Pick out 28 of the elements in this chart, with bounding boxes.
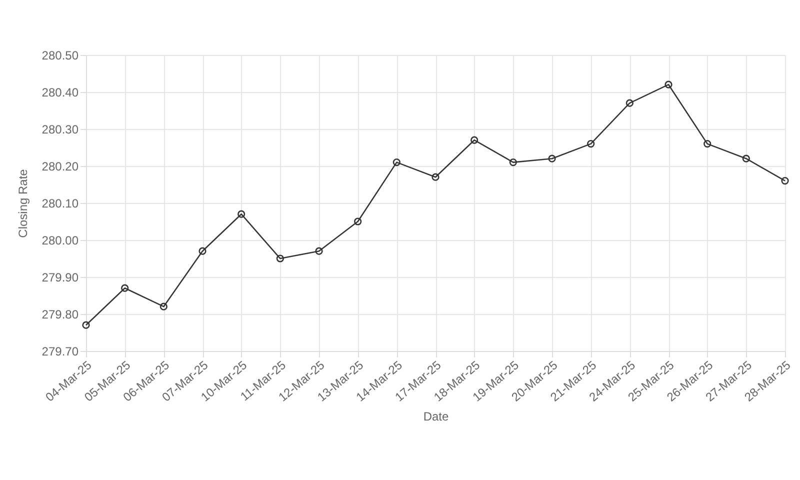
x-axis-title: Date	[423, 410, 449, 424]
point	[470, 136, 478, 144]
point	[587, 140, 595, 148]
point	[238, 210, 246, 218]
point	[432, 173, 440, 181]
y-tick-label: 280.30	[42, 122, 79, 136]
point	[198, 247, 206, 255]
y-tick-label: 279.70	[42, 344, 79, 358]
y-axis-title: Closing Rate	[16, 168, 30, 238]
y-tick-label: 280.50	[42, 48, 79, 62]
y-tick-label: 279.90	[42, 270, 79, 284]
y-tick-label: 280.00	[42, 234, 79, 248]
point	[160, 302, 168, 310]
point	[664, 80, 672, 88]
point	[626, 99, 634, 107]
point	[354, 218, 362, 226]
y-tick-label: 280.20	[42, 160, 79, 174]
point	[121, 284, 129, 292]
point	[742, 154, 750, 162]
point	[704, 140, 712, 148]
point	[392, 158, 400, 166]
y-tick-label: 280.40	[42, 86, 79, 100]
y-tick-label: 280.10	[42, 196, 79, 210]
y-tick-label: 279.80	[42, 308, 79, 322]
point	[548, 154, 556, 162]
point	[509, 158, 517, 166]
point	[276, 254, 284, 262]
point	[315, 247, 323, 255]
